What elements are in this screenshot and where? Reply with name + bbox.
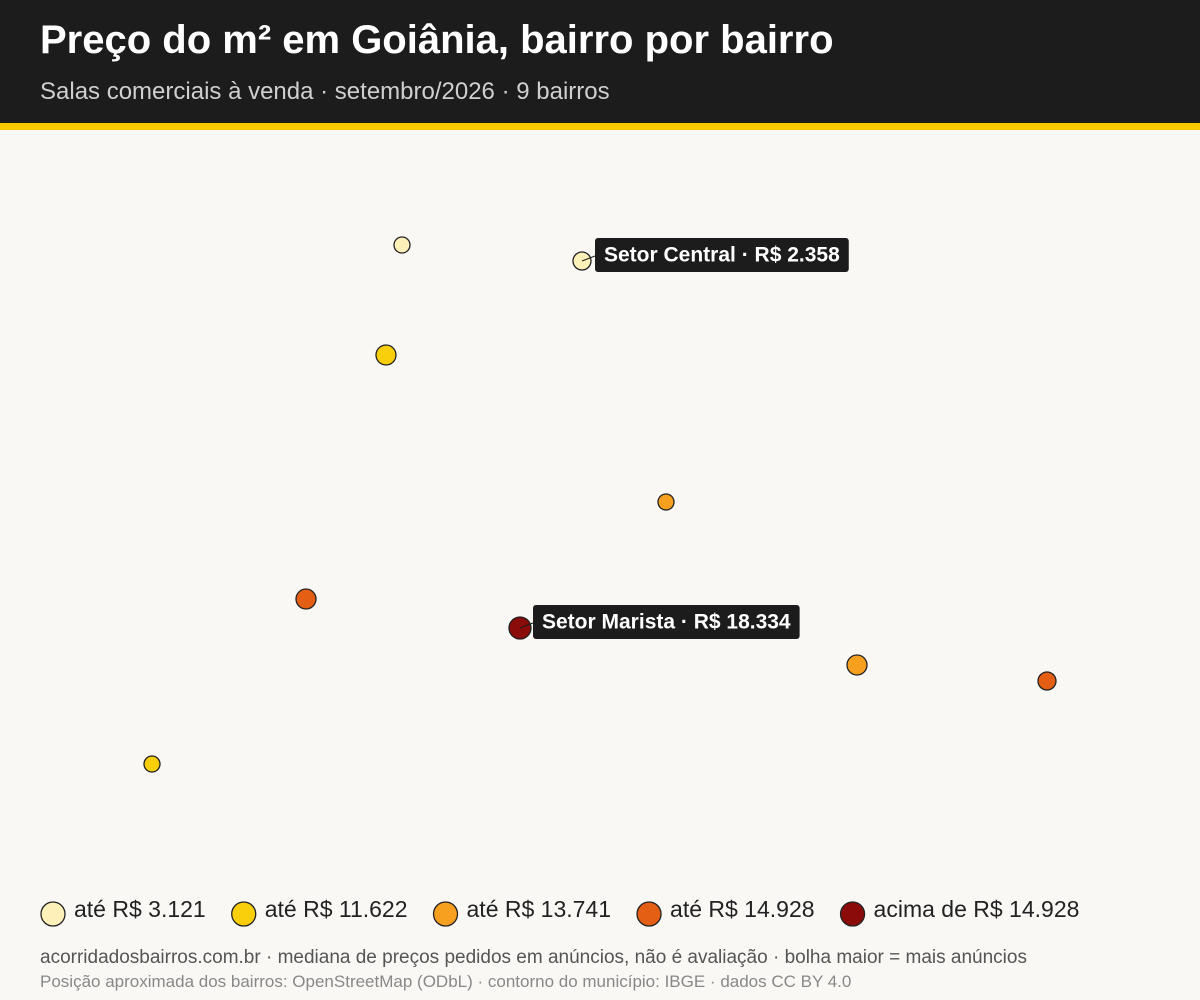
legend-swatch (40, 901, 66, 927)
legend-label: até R$ 14.928 (670, 896, 815, 922)
header: Preço do m² em Goiânia, bairro por bairr… (0, 0, 1200, 130)
label-box (595, 238, 849, 272)
bubble (846, 654, 868, 676)
bubble (1037, 671, 1057, 691)
footer-credits: Posição aproximada dos bairros: OpenStre… (40, 972, 852, 991)
bubble (375, 344, 397, 366)
bubble-label-text: Setor Marista · R$ 18.334 (542, 611, 791, 634)
leader (581, 255, 596, 262)
bubble (393, 236, 411, 254)
legend-label: até R$ 11.622 (265, 896, 408, 922)
legend-swatch (839, 901, 866, 927)
label-box (533, 605, 800, 639)
legend-swatch (636, 901, 662, 927)
legend-label: até R$ 3.121 (74, 896, 206, 922)
legend-label: acima de R$ 14.928 (874, 896, 1080, 922)
bubble-label-text: Setor Central · R$ 2.358 (604, 244, 840, 267)
legend-swatch (432, 901, 459, 927)
footer-note: acorridadosbairros.com.br · mediana de p… (40, 947, 1027, 968)
legend-swatch (231, 901, 257, 927)
title: Preço do m² em Goiânia, bairro por bairr… (40, 18, 834, 62)
bubble (295, 588, 317, 610)
subtitle: Salas comerciais à venda · setembro/2026… (40, 78, 610, 105)
bubble (657, 493, 675, 511)
leader (519, 622, 534, 629)
bubble (143, 755, 161, 773)
legend-label: até R$ 13.741 (467, 896, 612, 922)
